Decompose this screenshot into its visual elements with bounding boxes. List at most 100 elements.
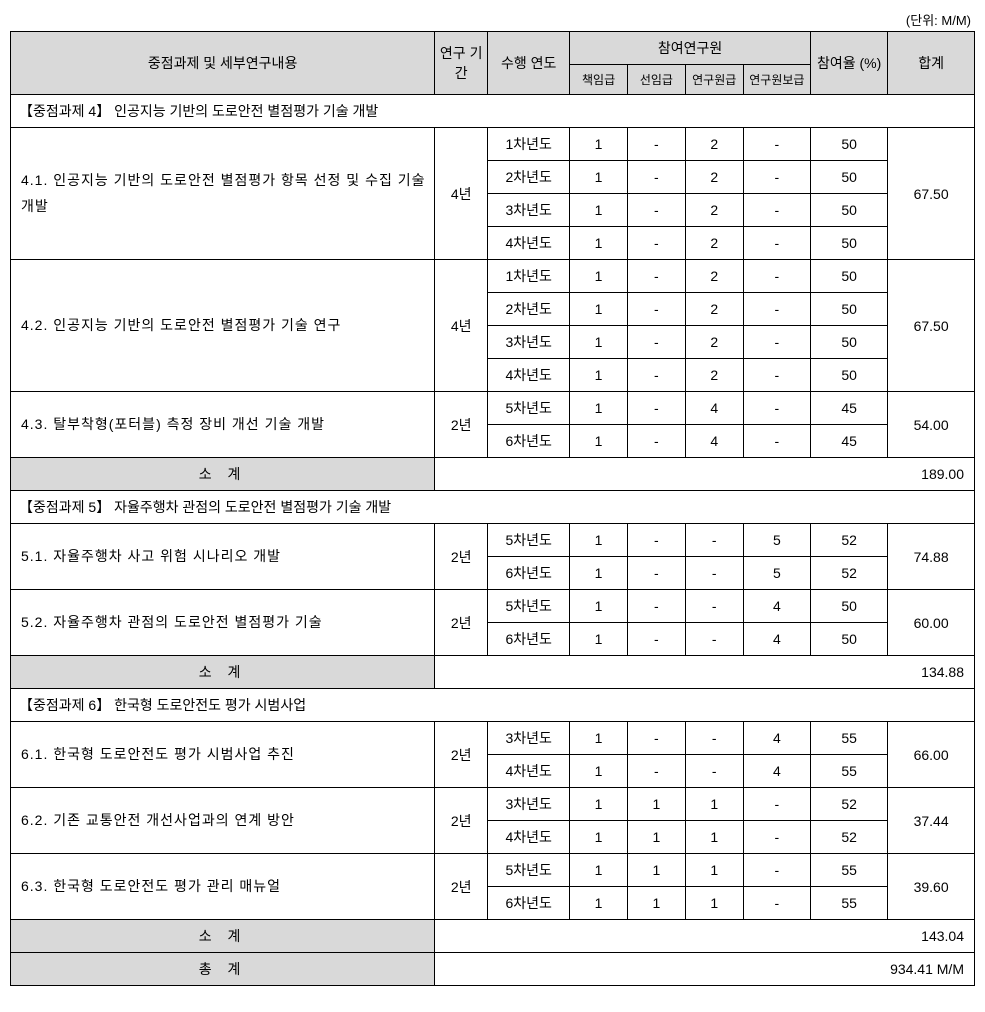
value-cell: 1: [570, 854, 628, 887]
value-cell: -: [627, 227, 685, 260]
period-cell: 2년: [435, 524, 488, 590]
period-cell: 4년: [435, 260, 488, 392]
value-cell: -: [743, 194, 810, 227]
period-cell: 2년: [435, 722, 488, 788]
table-row: 6.1. 한국형 도로안전도 평가 시범사업 추진2년3차년도1--45566.…: [11, 722, 975, 755]
item-label: 4.1. 인공지능 기반의 도로안전 별점평가 항목 선정 및 수집 기술 개발: [11, 128, 435, 260]
value-cell: 1: [627, 821, 685, 854]
value-cell: 1: [570, 590, 628, 623]
value-cell: 2: [685, 128, 743, 161]
value-cell: 2: [685, 227, 743, 260]
value-cell: 2: [685, 359, 743, 392]
subtotal-value: 134.88: [435, 656, 975, 689]
value-cell: 1: [570, 194, 628, 227]
total-cell: 39.60: [888, 854, 975, 920]
value-cell: 1: [627, 887, 685, 920]
year-cell: 5차년도: [488, 590, 570, 623]
subtotal-value: 189.00: [435, 458, 975, 491]
period-cell: 2년: [435, 392, 488, 458]
unit-label: (단위: M/M): [10, 10, 975, 29]
value-cell: 1: [685, 788, 743, 821]
value-cell: 1: [627, 854, 685, 887]
item-label: 6.1. 한국형 도로안전도 평가 시범사업 추진: [11, 722, 435, 788]
value-cell: -: [743, 425, 810, 458]
value-cell: 2: [685, 194, 743, 227]
rate-cell: 45: [811, 392, 888, 425]
value-cell: 1: [570, 392, 628, 425]
value-cell: -: [627, 722, 685, 755]
value-cell: -: [685, 722, 743, 755]
value-cell: -: [685, 524, 743, 557]
year-cell: 3차년도: [488, 194, 570, 227]
value-cell: -: [627, 326, 685, 359]
value-cell: 1: [570, 326, 628, 359]
col-r3: 연구원급: [685, 65, 743, 95]
rate-cell: 55: [811, 722, 888, 755]
value-cell: -: [627, 755, 685, 788]
rate-cell: 52: [811, 821, 888, 854]
year-cell: 6차년도: [488, 557, 570, 590]
item-label: 4.3. 탈부착형(포터블) 측정 장비 개선 기술 개발: [11, 392, 435, 458]
value-cell: 2: [685, 260, 743, 293]
value-cell: 1: [570, 788, 628, 821]
table-body: 【중점과제 4】 인공지능 기반의 도로안전 별점평가 기술 개발4.1. 인공…: [11, 95, 975, 986]
value-cell: 1: [570, 887, 628, 920]
section-title: 【중점과제 6】 한국형 도로안전도 평가 시범사업: [11, 689, 975, 722]
table-row: 5.2. 자율주행차 관점의 도로안전 별점평가 기술2년5차년도1--4506…: [11, 590, 975, 623]
value-cell: 1: [570, 821, 628, 854]
value-cell: -: [627, 293, 685, 326]
period-cell: 2년: [435, 590, 488, 656]
value-cell: -: [627, 359, 685, 392]
total-cell: 67.50: [888, 260, 975, 392]
total-cell: 74.88: [888, 524, 975, 590]
rate-cell: 50: [811, 128, 888, 161]
value-cell: 2: [685, 326, 743, 359]
value-cell: 5: [743, 557, 810, 590]
rate-cell: 50: [811, 227, 888, 260]
value-cell: -: [627, 425, 685, 458]
subtotal-value: 143.04: [435, 920, 975, 953]
value-cell: 1: [685, 821, 743, 854]
rate-cell: 55: [811, 755, 888, 788]
value-cell: 1: [570, 227, 628, 260]
col-rate: 참여율 (%): [811, 32, 888, 95]
table-row: 6.2. 기존 교통안전 개선사업과의 연계 방안2년3차년도111-5237.…: [11, 788, 975, 821]
subtotal-label: 소 계: [11, 458, 435, 491]
value-cell: -: [627, 161, 685, 194]
year-cell: 1차년도: [488, 128, 570, 161]
rate-cell: 50: [811, 326, 888, 359]
value-cell: -: [743, 326, 810, 359]
value-cell: -: [627, 623, 685, 656]
rate-cell: 50: [811, 194, 888, 227]
value-cell: 1: [570, 755, 628, 788]
year-cell: 2차년도: [488, 161, 570, 194]
value-cell: -: [743, 821, 810, 854]
year-cell: 1차년도: [488, 260, 570, 293]
period-cell: 2년: [435, 854, 488, 920]
rate-cell: 50: [811, 359, 888, 392]
value-cell: 1: [685, 887, 743, 920]
value-cell: -: [743, 293, 810, 326]
value-cell: 5: [743, 524, 810, 557]
value-cell: -: [627, 392, 685, 425]
value-cell: 1: [570, 524, 628, 557]
section-title: 【중점과제 4】 인공지능 기반의 도로안전 별점평가 기술 개발: [11, 95, 975, 128]
col-total: 합계: [888, 32, 975, 95]
value-cell: -: [627, 194, 685, 227]
value-cell: 2: [685, 293, 743, 326]
item-label: 6.3. 한국형 도로안전도 평가 관리 매뉴얼: [11, 854, 435, 920]
grand-label: 총 계: [11, 953, 435, 986]
value-cell: -: [627, 128, 685, 161]
value-cell: 2: [685, 161, 743, 194]
year-cell: 5차년도: [488, 392, 570, 425]
total-cell: 54.00: [888, 392, 975, 458]
value-cell: 1: [570, 128, 628, 161]
rate-cell: 50: [811, 260, 888, 293]
period-cell: 2년: [435, 788, 488, 854]
table-row: 4.2. 인공지능 기반의 도로안전 별점평가 기술 연구4년1차년도1-2-5…: [11, 260, 975, 293]
year-cell: 4차년도: [488, 821, 570, 854]
value-cell: 1: [570, 623, 628, 656]
year-cell: 3차년도: [488, 326, 570, 359]
value-cell: 4: [743, 590, 810, 623]
rate-cell: 50: [811, 161, 888, 194]
